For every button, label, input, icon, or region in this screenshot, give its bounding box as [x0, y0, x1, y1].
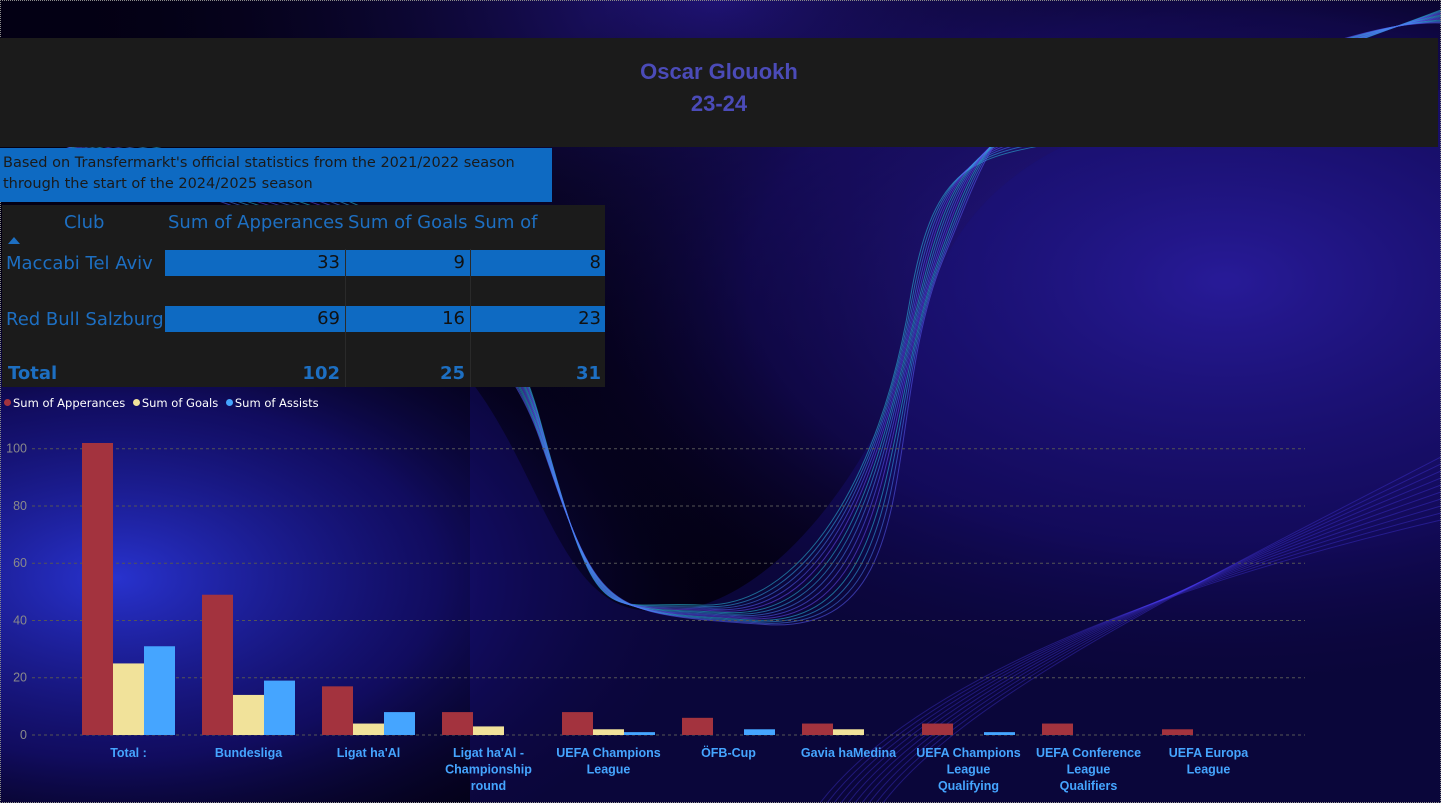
legend-marker [225, 399, 233, 406]
clustered-bar-chart: 0 20 40 60 80 100 Total : Bundesliga Ligat ha'Al… [6, 442, 1305, 793]
wave-line [847, 491, 1441, 803]
x-category-label: UEFA Conference League Qualifiers [1036, 746, 1141, 793]
stats-table: Club Sum of Apperances Sum of Goals Sum … [2, 205, 605, 387]
legend-item-goals[interactable]: Sum of Goals [132, 396, 219, 410]
table-cell-appearances: 69 [317, 308, 340, 329]
y-tick-label: 40 [13, 613, 27, 627]
total-goals: 25 [439, 363, 465, 384]
legend-marker [4, 399, 11, 406]
bar-sum-of-apperances[interactable] [802, 723, 833, 735]
legend-marker [132, 399, 140, 406]
bar-sum-of-assists[interactable] [144, 646, 175, 735]
x-category-label: UEFA Champions League [556, 746, 660, 777]
source-note: Based on Transfermarkt's official statis… [0, 148, 552, 202]
table-cell-goals: 9 [453, 252, 465, 273]
column-divider [470, 249, 471, 387]
table-row-club[interactable]: Red Bull Salzburg [6, 309, 164, 330]
bar-sum-of-apperances[interactable] [922, 723, 953, 735]
x-category-label: ÖFB-Cup [701, 745, 756, 760]
bar-sum-of-apperances[interactable] [322, 686, 353, 735]
x-category-label: Ligat ha'Al [337, 746, 400, 760]
y-tick-label: 0 [20, 728, 27, 742]
wave-line [833, 505, 1441, 803]
bar-sum-of-apperances[interactable] [442, 712, 473, 735]
x-category-label: Total : [110, 746, 147, 760]
column-divider [345, 249, 346, 387]
bar-sum-of-goals[interactable] [833, 729, 864, 735]
legend-item-appearances[interactable]: Sum of Apperances [4, 396, 125, 410]
bar-sum-of-goals[interactable] [233, 694, 264, 735]
player-name: Oscar Glouokh [640, 59, 798, 84]
sort-ascending-icon[interactable] [8, 237, 20, 244]
table-cell-goals: 16 [442, 308, 465, 329]
column-header-goals[interactable]: Sum of Goals [348, 212, 468, 233]
y-tick-label: 100 [6, 442, 27, 456]
x-category-label: UEFA Europa League [1169, 746, 1249, 777]
bar-sum-of-assists[interactable] [624, 732, 655, 735]
table-cell-assists: 8 [589, 252, 601, 273]
column-header-assists[interactable]: Sum of Assists [474, 212, 538, 269]
bar-sum-of-goals[interactable] [473, 726, 504, 735]
y-tick-label: 20 [13, 671, 27, 685]
bar-sum-of-assists[interactable] [984, 732, 1015, 735]
season-label: 23-24 [690, 91, 748, 116]
table-cell-appearances: 33 [317, 252, 340, 273]
bar-sum-of-goals[interactable] [113, 663, 144, 735]
column-header-appearances[interactable]: Sum of Apperances [168, 212, 344, 233]
x-category-label: Bundesliga [215, 746, 283, 760]
wave-line [861, 477, 1441, 803]
bar-sum-of-assists[interactable] [744, 729, 775, 735]
bar-sum-of-apperances[interactable] [1162, 729, 1193, 735]
y-tick-label: 80 [13, 499, 27, 513]
y-tick-label: 60 [13, 556, 27, 570]
bar-sum-of-apperances[interactable] [682, 717, 713, 735]
chart-legend: Sum of Apperances Sum of Goals Sum of As… [4, 396, 323, 410]
table-row-bar [165, 306, 605, 332]
legend-item-assists[interactable]: Sum of Assists [225, 396, 319, 410]
wave-line [819, 519, 1441, 803]
report-title-bar: Oscar Glouokh 23-24 [0, 38, 1438, 147]
total-assists: 31 [575, 363, 601, 384]
table-row-club[interactable]: Maccabi Tel Aviv [6, 253, 153, 274]
wave-line [840, 498, 1441, 803]
legend-label: Sum of Goals [141, 396, 219, 410]
bar-sum-of-goals[interactable] [353, 723, 384, 735]
bar-sum-of-assists[interactable] [384, 712, 415, 735]
legend-label: Sum of Apperances [13, 396, 126, 410]
bar-sum-of-apperances[interactable] [562, 712, 593, 735]
total-appearances: 102 [302, 363, 340, 384]
total-label: Total [8, 363, 58, 384]
table-row-bar [165, 250, 605, 276]
wave-line [868, 470, 1441, 803]
x-category-label: Ligat ha'Al -Championship round [445, 746, 532, 793]
wave-line [875, 463, 1441, 803]
bar-sum-of-goals[interactable] [593, 729, 624, 735]
bar-sum-of-apperances[interactable] [1042, 723, 1073, 735]
bar-sum-of-apperances[interactable] [82, 443, 113, 735]
column-header-club[interactable]: Club [64, 212, 105, 233]
wave-line [826, 512, 1441, 803]
bar-sum-of-assists[interactable] [264, 680, 295, 735]
x-category-label: Gavia haMedina [801, 746, 897, 760]
legend-label: Sum of Assists [234, 396, 319, 410]
bar-sum-of-apperances[interactable] [202, 594, 233, 735]
x-category-label: UEFA Champions League Qualifying [916, 746, 1020, 793]
wave-line [854, 484, 1441, 803]
wave-line [882, 456, 1441, 803]
table-cell-assists: 23 [578, 308, 601, 329]
